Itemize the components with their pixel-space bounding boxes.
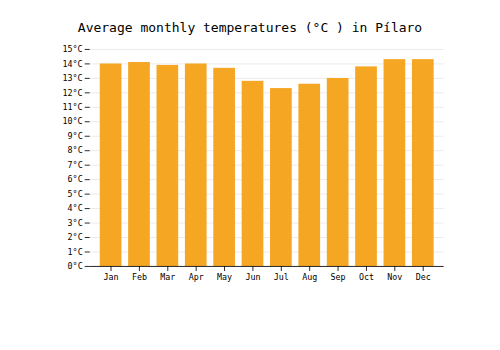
svg-text:Mar: Mar [160, 272, 175, 282]
svg-text:0°C: 0°C [68, 261, 83, 271]
svg-text:Aug: Aug [302, 272, 317, 282]
svg-text:Dec: Dec [416, 272, 431, 282]
svg-text:Sep: Sep [331, 272, 346, 282]
svg-text:4°C: 4°C [68, 203, 83, 213]
svg-text:8°C: 8°C [68, 145, 83, 155]
svg-text:9°C: 9°C [68, 131, 83, 141]
svg-text:Jul: Jul [274, 272, 289, 282]
svg-text:Apr: Apr [189, 272, 204, 282]
svg-text:2°C: 2°C [68, 232, 83, 242]
svg-text:3°C: 3°C [68, 218, 83, 228]
svg-text:Jan: Jan [104, 272, 119, 282]
svg-text:11°C: 11°C [63, 102, 83, 112]
svg-text:Jun: Jun [245, 272, 260, 282]
svg-text:May: May [217, 272, 232, 282]
svg-text:15°C: 15°C [63, 44, 83, 54]
svg-text:14°C: 14°C [63, 59, 83, 69]
svg-text:Oct: Oct [359, 272, 374, 282]
svg-text:1°C: 1°C [68, 247, 83, 257]
svg-text:10°C: 10°C [63, 116, 83, 126]
svg-text:Feb: Feb [132, 272, 147, 282]
svg-text:6°C: 6°C [68, 174, 83, 184]
svg-text:5°C: 5°C [68, 189, 83, 199]
svg-text:7°C: 7°C [68, 160, 83, 170]
html-text:Average monthly temperatures (: Average monthly temperatures (°C ) in Pí… [77, 20, 423, 35]
svg-text:13°C: 13°C [63, 73, 83, 83]
svg-text:Nov: Nov [387, 272, 402, 282]
svg-text:12°C: 12°C [63, 88, 83, 98]
